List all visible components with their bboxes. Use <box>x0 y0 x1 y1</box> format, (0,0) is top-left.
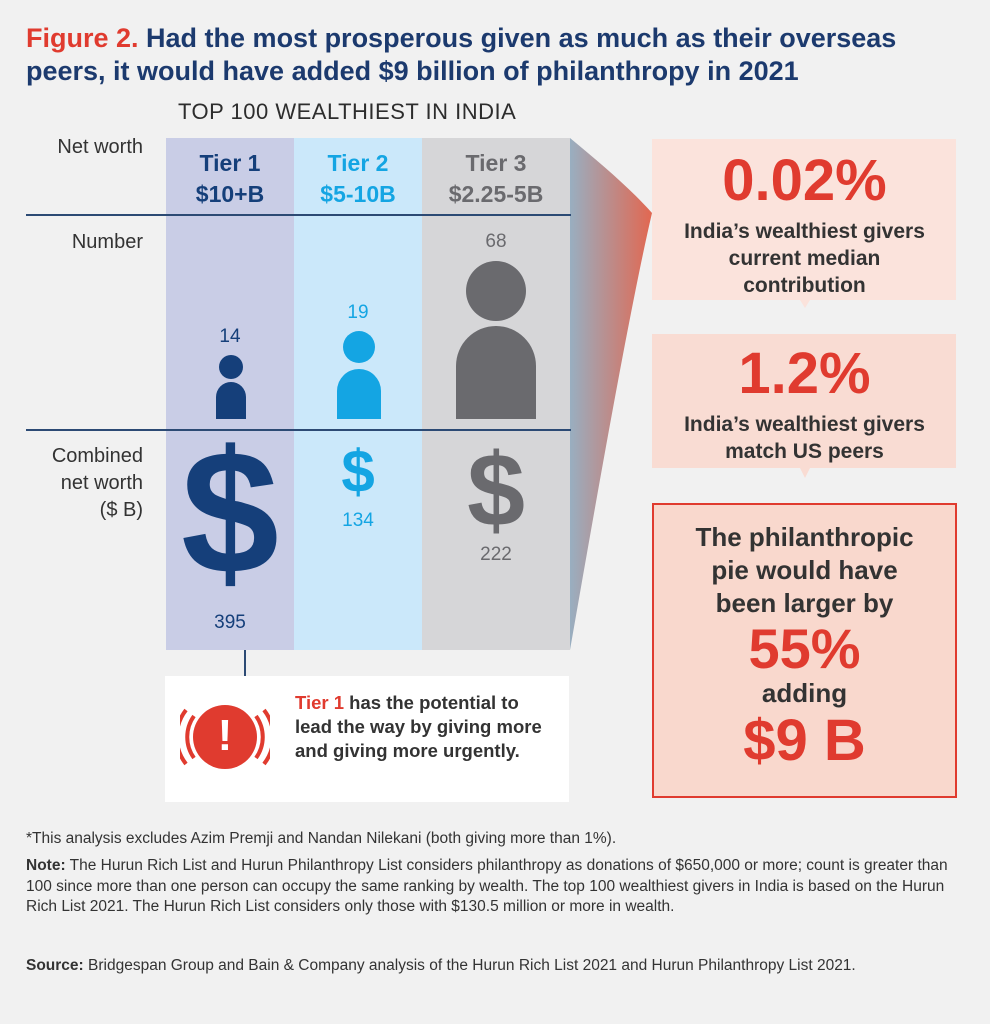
funnel-connector <box>570 138 652 650</box>
tier-3-person-icon <box>456 261 536 419</box>
tier-2-count: 19 <box>347 302 369 323</box>
callout-text: Tier 1 has the potential to lead the way… <box>295 691 557 763</box>
tier-3-count: 68 <box>485 231 507 252</box>
alert-icon-glyph: ! <box>217 711 233 760</box>
section-subhead: TOP 100 WEALTHIEST IN INDIA <box>178 99 517 124</box>
row-label-combined-line1: Combined <box>51 445 143 467</box>
tier-1-name: Tier 1 <box>199 150 261 176</box>
footnote-note: Note: The Hurun Rich List and Hurun Phil… <box>26 856 971 918</box>
alert-icon <box>180 705 270 769</box>
current-contribution-box: 0.02% India’s wealthiest givers current … <box>652 148 957 299</box>
tier-1-range: $10+B <box>195 181 265 207</box>
footnote-source: Source: Bridgespan Group and Bain & Comp… <box>26 956 971 977</box>
tier-2-dollar-icon: $ <box>341 438 375 505</box>
tier-3-combined: 222 <box>480 544 512 565</box>
callout-body: has the potential to lead the way by giv… <box>295 692 542 761</box>
figure-title: Figure 2. Had the most prosperous given … <box>26 22 976 88</box>
pie-percent-value: 55% <box>748 617 861 680</box>
pie-amount-value: $9 B <box>743 708 866 773</box>
tier-3-header: Tier 3 $2.25-5B <box>432 148 560 210</box>
tier-1-count: 14 <box>219 326 241 347</box>
tier-1-dollar-icon: $ <box>181 415 279 611</box>
row-label-net-worth: Net worth <box>57 136 143 158</box>
tier-1-header: Tier 1 $10+B <box>166 148 294 210</box>
pie-text-1: The philanthropic pie would have been la… <box>695 522 914 618</box>
match-us-value: 1.2% <box>738 341 871 406</box>
tier-1-person-icon <box>216 355 246 419</box>
source-label: Source: <box>26 957 84 974</box>
philanthropic-pie-box: The philanthropic pie would have been la… <box>652 503 957 798</box>
figure-label: Figure 2. <box>26 23 139 53</box>
row-label-number: Number <box>71 231 143 253</box>
tier-1-combined: 395 <box>214 612 246 633</box>
right-box-shapes <box>652 139 956 478</box>
footnote-asterisk: *This analysis excludes Azim Premji and … <box>26 830 617 847</box>
tier-2-range: $5-10B <box>320 181 396 207</box>
note-label: Note: <box>26 857 66 874</box>
note-text: The Hurun Rich List and Hurun Philanthro… <box>26 857 948 915</box>
tier-2-person-icon <box>337 331 381 419</box>
current-contribution-label: India’s wealthiest givers current median… <box>684 220 925 297</box>
row-label-combined-line3: ($ B) <box>99 499 143 521</box>
tier-2-name: Tier 2 <box>327 150 389 176</box>
tier-3-dollar-icon: $ <box>467 433 525 549</box>
tier-2-header: Tier 2 $5-10B <box>294 148 422 210</box>
tier-3-range: $2.25-5B <box>448 181 544 207</box>
source-text: Bridgespan Group and Bain & Company anal… <box>83 957 856 974</box>
figure-title-text: Had the most prosperous given as much as… <box>26 23 897 86</box>
match-us-box: 1.2% India’s wealthiest givers match US … <box>652 341 957 465</box>
callout-connector <box>244 650 246 676</box>
current-contribution-value: 0.02% <box>722 148 887 213</box>
callout-highlight: Tier 1 <box>295 692 345 713</box>
pie-text-2: adding <box>761 678 848 708</box>
divider-1 <box>26 214 571 216</box>
row-label-combined-line2: net worth <box>60 472 143 494</box>
divider-2 <box>26 429 571 431</box>
tier-2-combined: 134 <box>342 510 374 531</box>
tier-3-name: Tier 3 <box>465 150 527 176</box>
match-us-label: India’s wealthiest givers match US peers <box>684 413 925 463</box>
row-label-combined: Combined net worth ($ B) <box>20 443 143 524</box>
